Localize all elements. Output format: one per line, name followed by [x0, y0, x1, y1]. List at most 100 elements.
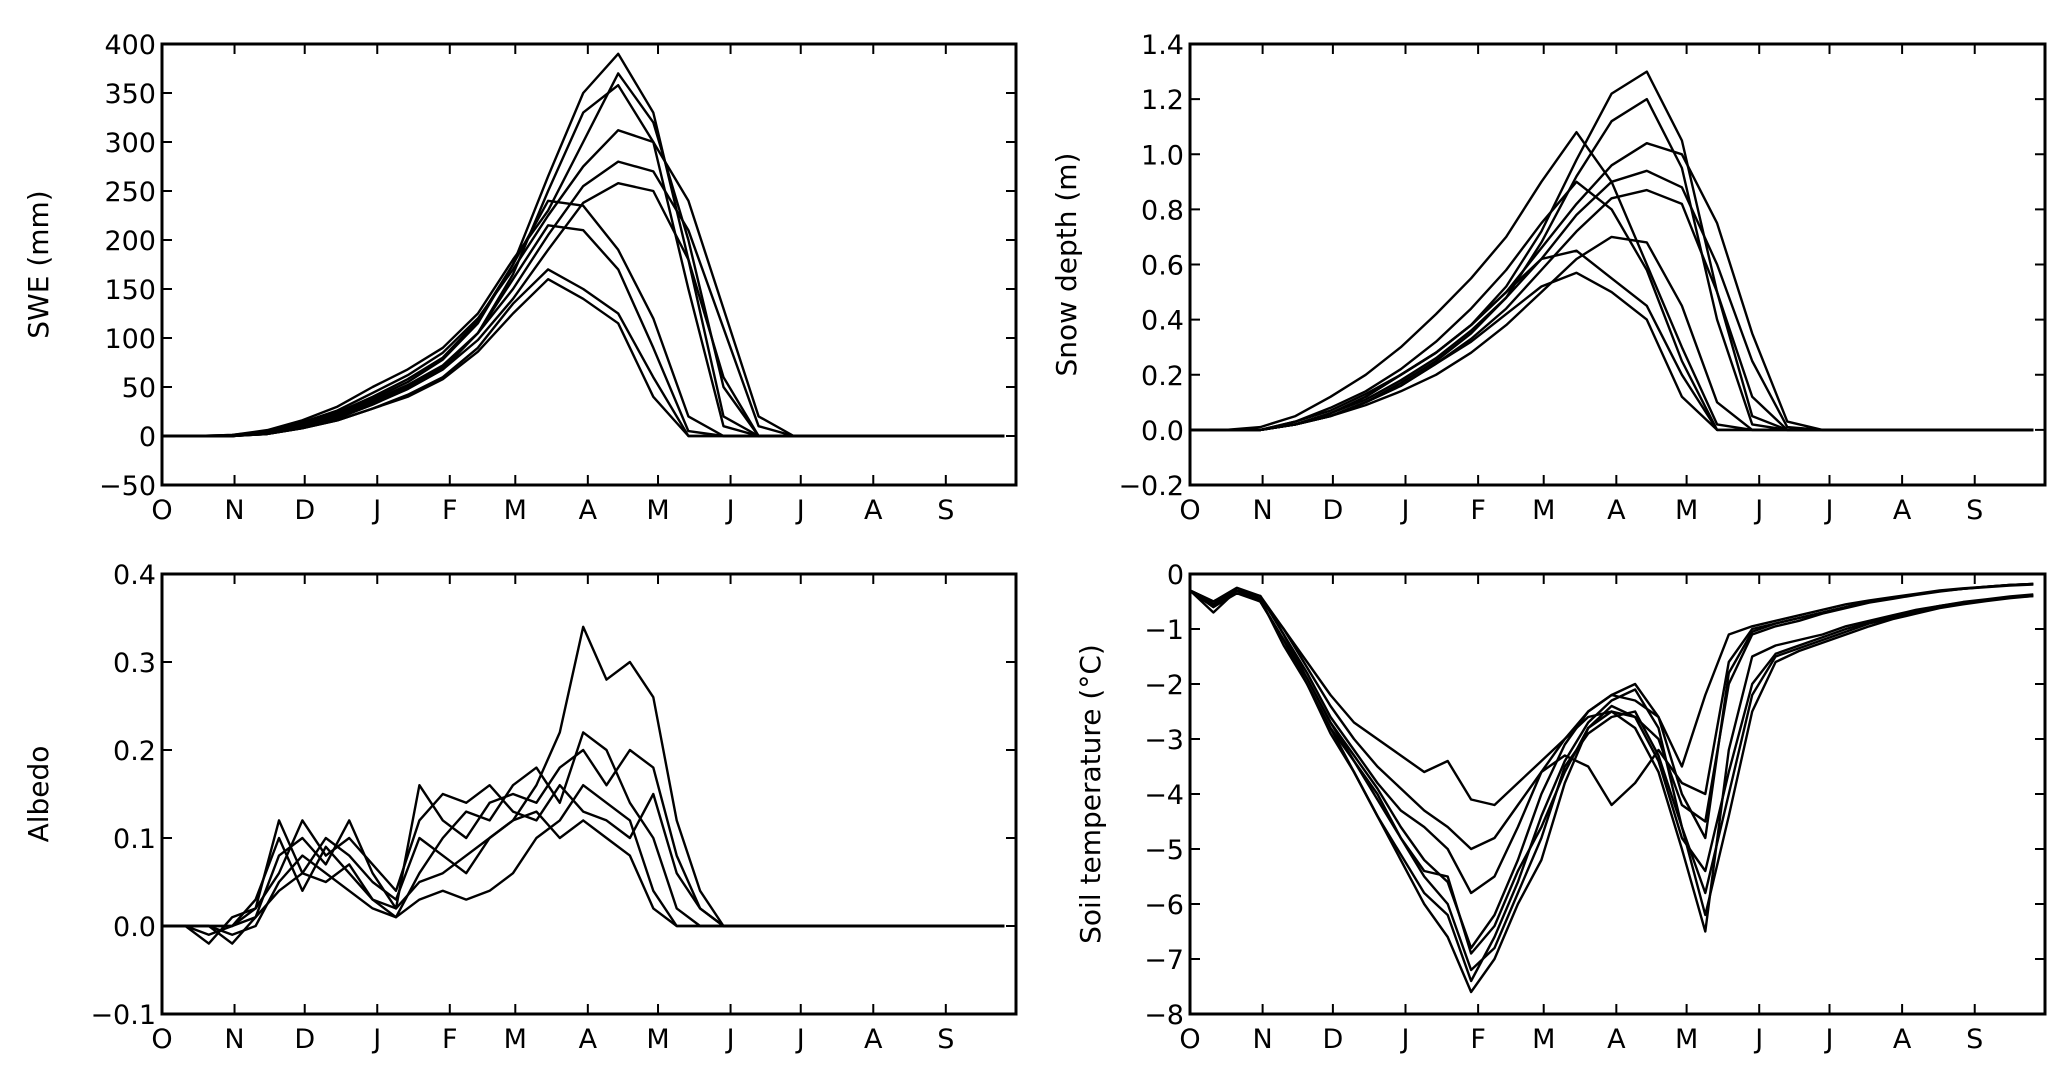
- y-tick-label: 0: [139, 422, 156, 453]
- y-tick-label: −0.2: [1118, 471, 1184, 502]
- series-line-4: [1190, 589, 2034, 983]
- y-tick-label: −50: [99, 471, 156, 502]
- x-tick-label: M: [646, 1024, 669, 1055]
- series-line-10: [162, 72, 1005, 438]
- series-line-3: [1190, 142, 2034, 432]
- series-group: [162, 625, 1005, 945]
- series-line-7: [1190, 180, 2034, 432]
- x-tick-label: A: [1607, 495, 1626, 526]
- y-tick-label: −7: [1144, 945, 1184, 976]
- y-tick-label: 1.2: [1141, 85, 1184, 116]
- series-line-10: [1190, 235, 2034, 432]
- x-tick-label: A: [579, 1024, 598, 1055]
- y-axis-label: SWE (mm): [22, 190, 55, 338]
- x-tick-label: J: [371, 1024, 381, 1055]
- x-tick-label: M: [1532, 495, 1555, 526]
- y-tick-label: −8: [1144, 1000, 1184, 1031]
- y-tick-label: 0.8: [1141, 195, 1184, 226]
- x-tick-label: D: [294, 495, 315, 526]
- series-line-2: [162, 84, 1005, 438]
- y-tick-label: 50: [122, 373, 156, 404]
- panel-albedo: −0.1 0.0 0.1 0.2 0.3 0.4 O N D J F M A M J J A S Albedo: [22, 560, 1018, 1055]
- y-tick-label: −3: [1144, 725, 1184, 756]
- y-tick-label: 0.2: [1141, 361, 1184, 392]
- series-line-6: [1190, 131, 2034, 432]
- x-tick-label: S: [1966, 1024, 1983, 1055]
- panel-swe: −50 0 50 100 150 200 250 300 350 400 O N D J F M A M J J A S S…: [22, 30, 1018, 526]
- y-axis-label: Soil temperature (°C): [1074, 644, 1107, 944]
- x-tick-label: O: [151, 1024, 172, 1055]
- y-tick-label: 0.0: [1141, 416, 1184, 447]
- x-tick-label: M: [1675, 495, 1698, 526]
- panel-depth: −0.2 0.0 0.2 0.4 0.6 0.8 1.0 1.2 1.4 O N D J F M A M J J A S…: [1050, 30, 2047, 526]
- y-tick-label: −6: [1144, 890, 1184, 921]
- x-tick-label: A: [579, 495, 598, 526]
- x-tick-label: D: [1322, 1024, 1343, 1055]
- x-tick-label: F: [442, 495, 458, 526]
- series-line-3: [162, 731, 1005, 928]
- y-axis-label: Snow depth (m): [1050, 153, 1083, 377]
- series-line-8: [162, 268, 1005, 438]
- y-tick-label: 0.0: [113, 912, 156, 943]
- series-line-9: [162, 278, 1005, 438]
- series-line-1: [162, 625, 1005, 936]
- x-tick-label: O: [1179, 495, 1200, 526]
- x-tick-label: M: [504, 495, 527, 526]
- y-tick-label: 250: [104, 177, 156, 208]
- x-tick-label: M: [1532, 1024, 1555, 1055]
- y-tick-label: 0: [1167, 560, 1184, 591]
- axes-frame: [160, 42, 1018, 487]
- series-line-6: [162, 199, 1005, 438]
- x-tick-label: J: [1753, 495, 1763, 526]
- series-line-3: [1190, 583, 2034, 895]
- x-tick-label: J: [725, 1024, 735, 1055]
- y-tick-label: 400: [104, 30, 156, 61]
- y-tick-label: 0.2: [113, 736, 156, 767]
- series-line-1: [1190, 70, 2034, 432]
- axes-frame: [1188, 572, 2047, 1016]
- series-line-6: [1190, 589, 2034, 972]
- x-tick-label: N: [1253, 495, 1273, 526]
- x-tick-label: N: [224, 1024, 244, 1055]
- y-tick-label: 1.4: [1141, 30, 1184, 61]
- series-line-2: [1190, 97, 2034, 432]
- y-tick-label: 1.0: [1141, 140, 1184, 171]
- series-group: [1190, 70, 2034, 432]
- x-tick-label: A: [1893, 1024, 1912, 1055]
- axes-frame: [160, 572, 1018, 1016]
- x-tick-label: J: [725, 495, 735, 526]
- series-line-5: [1190, 582, 2034, 950]
- y-tick-label: 0.1: [113, 824, 156, 855]
- x-tick-label: J: [1400, 495, 1410, 526]
- x-tick-label: A: [1893, 495, 1912, 526]
- x-tick-label: J: [795, 1024, 805, 1055]
- x-tick-label: J: [1400, 1024, 1410, 1055]
- x-tick-label: O: [151, 495, 172, 526]
- x-tick-label: A: [864, 1024, 883, 1055]
- x-tick-label: S: [937, 495, 954, 526]
- series-line-6: [162, 810, 1005, 928]
- series-line-2: [1190, 589, 2034, 994]
- series-line-7: [162, 224, 1005, 438]
- y-tick-label: −0.1: [90, 1000, 156, 1031]
- y-axis-label: Albedo: [22, 746, 55, 843]
- x-tick-label: F: [1470, 1024, 1486, 1055]
- x-tick-label: J: [1753, 1024, 1763, 1055]
- x-tick-label: A: [864, 495, 883, 526]
- series-line-8: [1190, 589, 2034, 955]
- y-tick-label: 0.4: [1141, 306, 1184, 337]
- y-tick-label: 200: [104, 226, 156, 257]
- x-tick-label: J: [795, 495, 805, 526]
- y-tick-label: 0.4: [113, 560, 156, 591]
- x-tick-label: J: [371, 495, 381, 526]
- x-tick-label: S: [937, 1024, 954, 1055]
- x-tick-label: O: [1179, 1024, 1200, 1055]
- y-tick-label: 0.3: [113, 648, 156, 679]
- x-tick-label: M: [646, 495, 669, 526]
- y-tick-label: 0.6: [1141, 251, 1184, 282]
- x-tick-label: J: [1824, 495, 1834, 526]
- series-line-5: [162, 182, 1005, 438]
- x-tick-label: N: [224, 495, 244, 526]
- y-tick-label: −5: [1144, 835, 1184, 866]
